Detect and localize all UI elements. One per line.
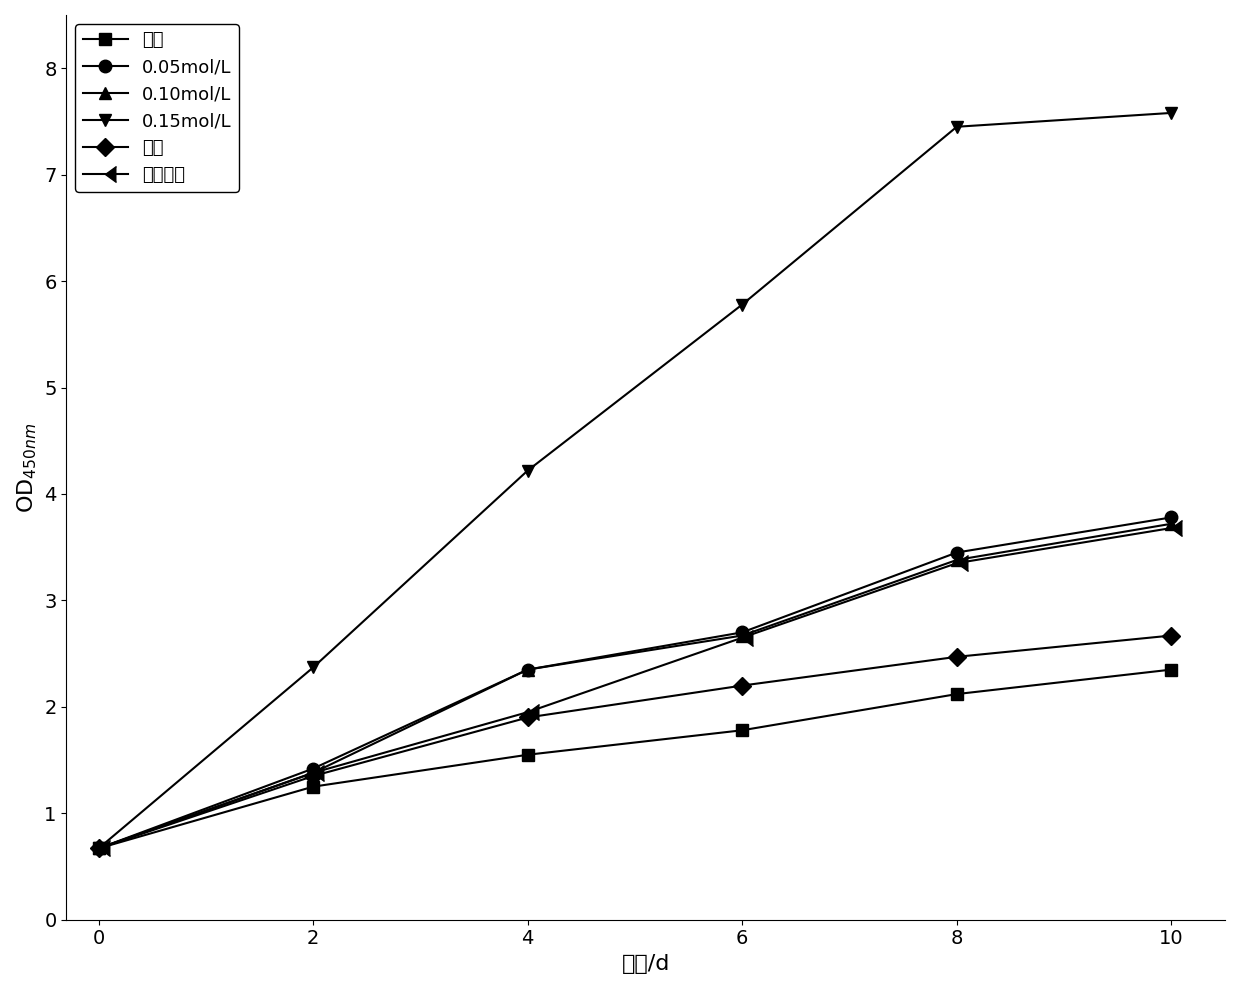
0.15mol/L — [306, 662, 321, 674]
0.15mol/L — [1164, 107, 1179, 119]
胰蛋白胨 — [521, 706, 536, 718]
Line: 0.15mol/L: 0.15mol/L — [92, 107, 1178, 854]
尿素 — [950, 651, 965, 663]
0.05mol/L — [1164, 511, 1179, 523]
胰蛋白胨 — [91, 843, 105, 854]
0.05mol/L — [306, 763, 321, 774]
Line: 自养: 自养 — [92, 664, 1178, 854]
0.05mol/L — [91, 843, 105, 854]
0.15mol/L — [735, 299, 750, 311]
0.10mol/L — [735, 630, 750, 642]
尿素 — [521, 711, 536, 723]
胰蛋白胨 — [950, 557, 965, 569]
尿素 — [306, 770, 321, 782]
尿素 — [91, 843, 105, 854]
0.05mol/L — [735, 626, 750, 638]
0.10mol/L — [306, 766, 321, 778]
0.05mol/L — [950, 547, 965, 559]
自养 — [735, 724, 750, 736]
0.10mol/L — [521, 664, 536, 675]
尿素 — [735, 679, 750, 691]
Line: 0.05mol/L: 0.05mol/L — [92, 511, 1178, 854]
自养 — [306, 780, 321, 792]
自养 — [1164, 664, 1179, 675]
自养 — [950, 688, 965, 700]
0.15mol/L — [521, 465, 536, 477]
Line: 胰蛋白胨: 胰蛋白胨 — [91, 520, 1179, 856]
0.15mol/L — [950, 121, 965, 133]
0.10mol/L — [950, 554, 965, 566]
0.10mol/L — [1164, 518, 1179, 530]
自养 — [91, 843, 105, 854]
0.05mol/L — [521, 664, 536, 675]
0.15mol/L — [91, 843, 105, 854]
Line: 0.10mol/L: 0.10mol/L — [92, 517, 1178, 854]
胰蛋白胨 — [1164, 522, 1179, 534]
0.10mol/L — [91, 843, 105, 854]
Legend: 自养, 0.05mol/L, 0.10mol/L, 0.15mol/L, 尿素, 胰蛋白胨: 自养, 0.05mol/L, 0.10mol/L, 0.15mol/L, 尿素,… — [76, 24, 239, 192]
尿素 — [1164, 630, 1179, 642]
Y-axis label: OD$_{450nm}$: OD$_{450nm}$ — [15, 422, 38, 512]
X-axis label: 时间/d: 时间/d — [621, 954, 670, 974]
胰蛋白胨 — [306, 766, 321, 778]
自养 — [521, 749, 536, 761]
胰蛋白胨 — [735, 632, 750, 644]
Line: 尿素: 尿素 — [92, 629, 1178, 854]
